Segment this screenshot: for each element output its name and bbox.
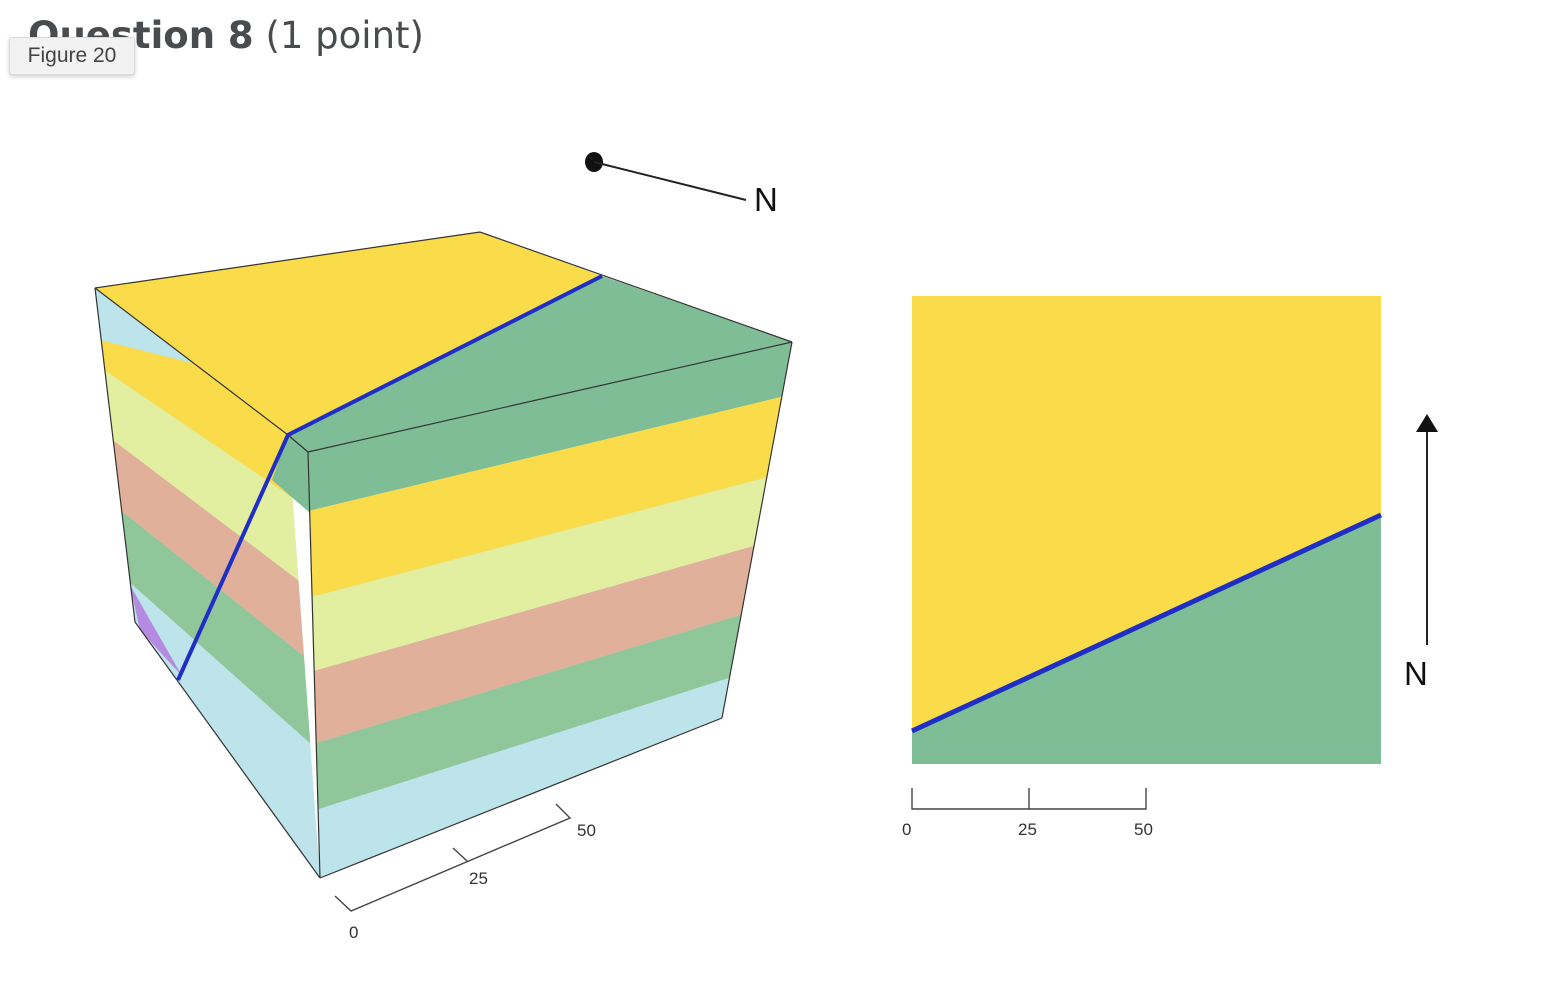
block-scale-tick-0: 0 xyxy=(349,923,358,942)
right-layer-salmon xyxy=(308,530,792,748)
map-scale-tick-25: 25 xyxy=(1018,820,1037,839)
left-layer-yellow xyxy=(95,330,320,530)
north-arrow-head xyxy=(1416,414,1438,432)
block-north-arrow: N xyxy=(585,152,778,218)
fault-trace-block xyxy=(176,274,603,681)
block-scale-bar xyxy=(334,803,572,912)
top-face-green xyxy=(288,276,792,452)
block-north-label: N xyxy=(754,181,778,218)
map-area-green xyxy=(912,515,1381,764)
left-layer-purple xyxy=(130,585,182,676)
map-scale-tick-50: 50 xyxy=(1134,820,1153,839)
block-scale-tick-50: 50 xyxy=(577,821,596,840)
left-layer-green xyxy=(95,462,320,770)
left-layer-salmon xyxy=(95,400,320,685)
map-scale-bar xyxy=(911,788,1147,810)
right-face xyxy=(308,342,792,878)
front-wedge-green xyxy=(272,435,310,513)
right-layer-paleyellow xyxy=(308,466,792,675)
map-scale-tick-0: 0 xyxy=(902,820,911,839)
block-edges xyxy=(94,231,793,879)
left-layer-paleyellow xyxy=(95,340,320,612)
map-north-label: N xyxy=(1404,655,1428,692)
right-layer-yellow xyxy=(308,390,792,600)
right-layer-green-lower xyxy=(308,594,792,815)
block-diagram: N 0 25 50 xyxy=(94,152,793,942)
fault-trace-map xyxy=(910,512,1383,734)
question-points: (1 point) xyxy=(265,14,424,57)
figure-tag[interactable]: Figure 20 xyxy=(9,37,135,75)
map-view: N 0 25 50 xyxy=(902,296,1438,839)
block-scale-tick-25: 25 xyxy=(469,869,488,888)
map-north-arrow: N xyxy=(1404,414,1438,692)
